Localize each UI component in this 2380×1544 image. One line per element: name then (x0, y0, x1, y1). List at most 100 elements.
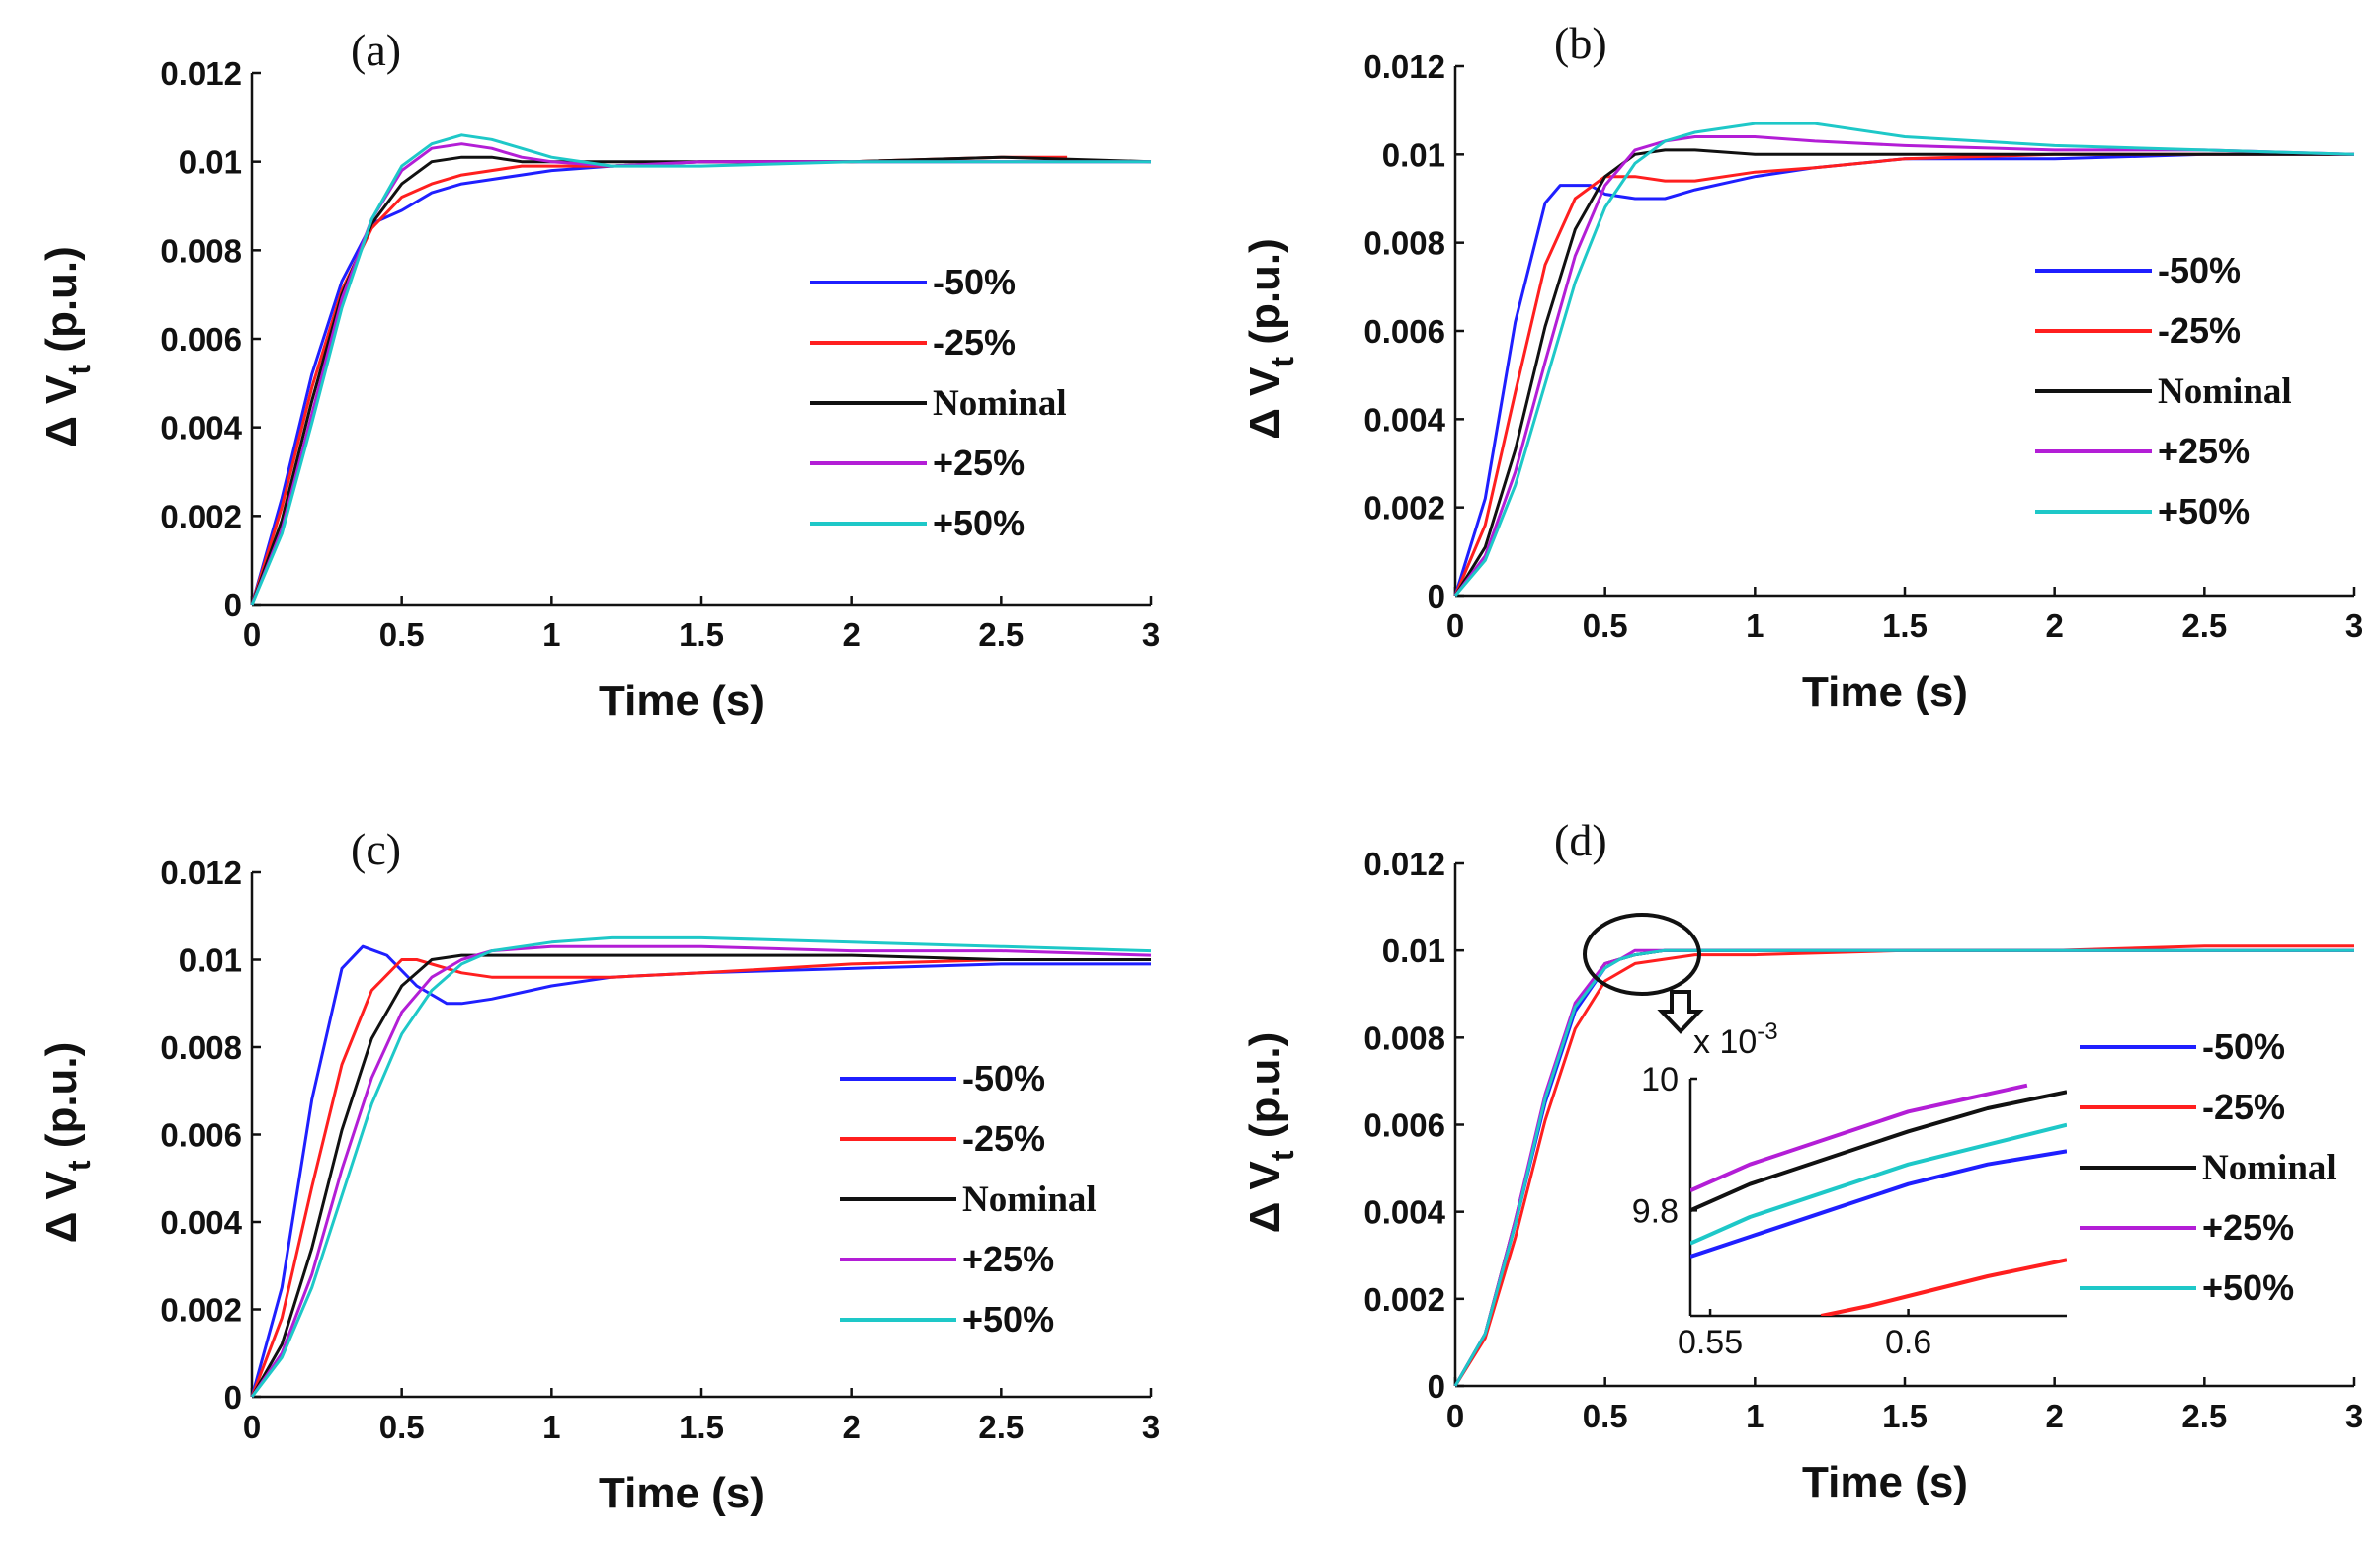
y-axis-label-unit: (p.u.) (1241, 238, 1289, 357)
y-tick-label: 0.008 (1363, 225, 1445, 262)
x-tick-label: 1 (542, 616, 560, 653)
x-tick-label: 1 (542, 1409, 560, 1445)
y-tick-label: 0.012 (160, 854, 242, 891)
y-tick-label: 0.004 (1363, 401, 1445, 438)
x-axis-label: Time (s) (599, 1469, 765, 1517)
x-tick-label: 0.5 (379, 616, 425, 653)
inset-series-lines (1690, 1083, 2067, 1316)
legend-label: Nominal (2202, 1148, 2337, 1188)
legend-label: +50% (2158, 491, 2250, 531)
legend-label: +25% (2202, 1207, 2294, 1248)
y-axis-label-main: Δ V (38, 374, 86, 447)
y-axis-label: Δ Vt (p.u.) (1241, 1032, 1300, 1234)
inset-y-tick-label: 10 (1641, 1061, 1679, 1098)
zoom-arrow-icon (1657, 990, 1704, 1034)
legend: -50% -25% Nominal +25% +50% (2080, 1026, 2337, 1308)
y-tick-label: 0.004 (1363, 1194, 1445, 1231)
series-line-50 (1453, 122, 2355, 597)
y-tick-label: 0.006 (160, 1117, 242, 1154)
series-line-50 (250, 935, 1152, 1398)
y-tick-label: 0.01 (179, 942, 242, 979)
y-tick-label: 0.01 (1382, 136, 1445, 173)
y-tick-label: 0.01 (179, 144, 242, 181)
legend: -50% -25% Nominal +25% +50% (810, 262, 1067, 543)
x-tick-label: 2.5 (978, 1409, 1024, 1445)
inset-series-line-25 (1820, 1258, 2067, 1316)
x-axis-label: Time (s) (1802, 1458, 1968, 1506)
x-tick-label: 3 (2345, 1398, 2363, 1434)
series-lines (250, 935, 1152, 1398)
x-tick-label: 1.5 (1882, 1398, 1928, 1434)
x-axis-label: Time (s) (1802, 668, 1968, 716)
series-line-Nominal (1453, 148, 2354, 597)
y-axis-label-main: Δ V (38, 1170, 86, 1243)
series-line-50 (1453, 152, 2354, 597)
x-axis-label: Time (s) (599, 677, 765, 725)
panel-tag: (b) (1554, 18, 1607, 68)
panel-b: 0 0.5 1 1.5 2 2.5 3 0 0.002 0.004 0.006 0.008 0.01 0.… (1241, 18, 2363, 716)
x-tick-label: 3 (1142, 616, 1160, 653)
y-axis-label-unit: (p.u.) (38, 1042, 86, 1161)
x-tick-label: 1.5 (679, 616, 724, 653)
y-axis-label-main: Δ V (1241, 1160, 1289, 1233)
inset-series-line-Nominal (1690, 1090, 2067, 1213)
inset-bg (1690, 1079, 2067, 1316)
x-tick-label: 2.5 (2181, 608, 2227, 644)
panel-c: 0 0.5 1 1.5 2 2.5 3 0 0.002 0.004 0.006 0.008 0.01 0.… (38, 824, 1160, 1517)
series-line-50 (250, 944, 1151, 1398)
y-tick-label: 0.008 (160, 232, 242, 269)
y-tick-label: 0.004 (160, 1204, 242, 1241)
legend-label: -50% (962, 1058, 1045, 1098)
legend-label: -25% (962, 1118, 1045, 1159)
legend-label: Nominal (933, 383, 1067, 424)
series-line-25 (250, 944, 1152, 1398)
x-tick-label: 2 (842, 1409, 860, 1445)
x-tick-label: 1 (1746, 608, 1764, 644)
y-tick-label: 0 (224, 1379, 242, 1416)
inset-series-line-50 (1690, 1122, 2067, 1246)
panel-tag: (c) (351, 824, 401, 874)
y-tick-label: 0.01 (1382, 933, 1445, 969)
panel-tag: (d) (1554, 815, 1607, 865)
legend-label: -25% (2158, 310, 2241, 351)
y-tick-label: 0.012 (160, 55, 242, 92)
y-axis-label-unit: (p.u.) (1241, 1032, 1289, 1151)
x-tick-label: 3 (1142, 1409, 1160, 1445)
x-tick-label: 1.5 (679, 1409, 724, 1445)
legend-label: -50% (933, 262, 1016, 302)
y-axis-label-main: Δ V (1241, 366, 1289, 440)
inset-x-tick-label: 0.55 (1678, 1324, 1743, 1361)
legend-label: +50% (933, 503, 1025, 543)
legend-label: Nominal (962, 1179, 1097, 1220)
inset-exponent-label: x 10-3 (1693, 1018, 1778, 1061)
y-tick-label: 0.004 (160, 410, 242, 447)
inset-y-tick-label: 9.8 (1632, 1192, 1679, 1230)
x-tick-label: 2.5 (2181, 1398, 2227, 1434)
y-tick-label: 0 (1428, 578, 1445, 614)
x-tick-label: 0 (243, 1409, 261, 1445)
inset-series-line-25 (1690, 1083, 2028, 1193)
y-axis-label: Δ Vt (p.u.) (38, 246, 97, 447)
legend-label: Nominal (2158, 371, 2292, 412)
legend-label: -25% (933, 322, 1016, 363)
y-tick-label: 0.006 (1363, 1107, 1445, 1144)
x-tick-label: 3 (2345, 608, 2363, 644)
y-axis-label-unit: (p.u.) (38, 246, 86, 365)
legend-label: -50% (2158, 250, 2241, 290)
x-tick-label: 0 (243, 616, 261, 653)
series-line-50 (250, 133, 1151, 606)
y-tick-label: 0 (1428, 1368, 1445, 1405)
panel-a: 0 0.5 1 1.5 2 2.5 3 0 0.002 0.004 0.006 0.008 0.01 0.… (38, 25, 1160, 725)
x-tick-label: 0.5 (1583, 1398, 1628, 1434)
legend-label: +50% (2202, 1267, 2294, 1308)
y-axis-label: Δ Vt (p.u.) (38, 1042, 97, 1244)
y-tick-label: 0.012 (1363, 48, 1445, 85)
series-line-Nominal (250, 953, 1151, 1398)
series-lines (250, 133, 1152, 606)
y-tick-label: 0.006 (160, 321, 242, 358)
x-tick-label: 0 (1446, 608, 1464, 644)
y-tick-label: 0.002 (160, 498, 242, 534)
zoom-inset: 0.55 0.6 9.8 10 x 10-3 (1583, 913, 2067, 1361)
inset-series-line-50 (1690, 1149, 2067, 1259)
